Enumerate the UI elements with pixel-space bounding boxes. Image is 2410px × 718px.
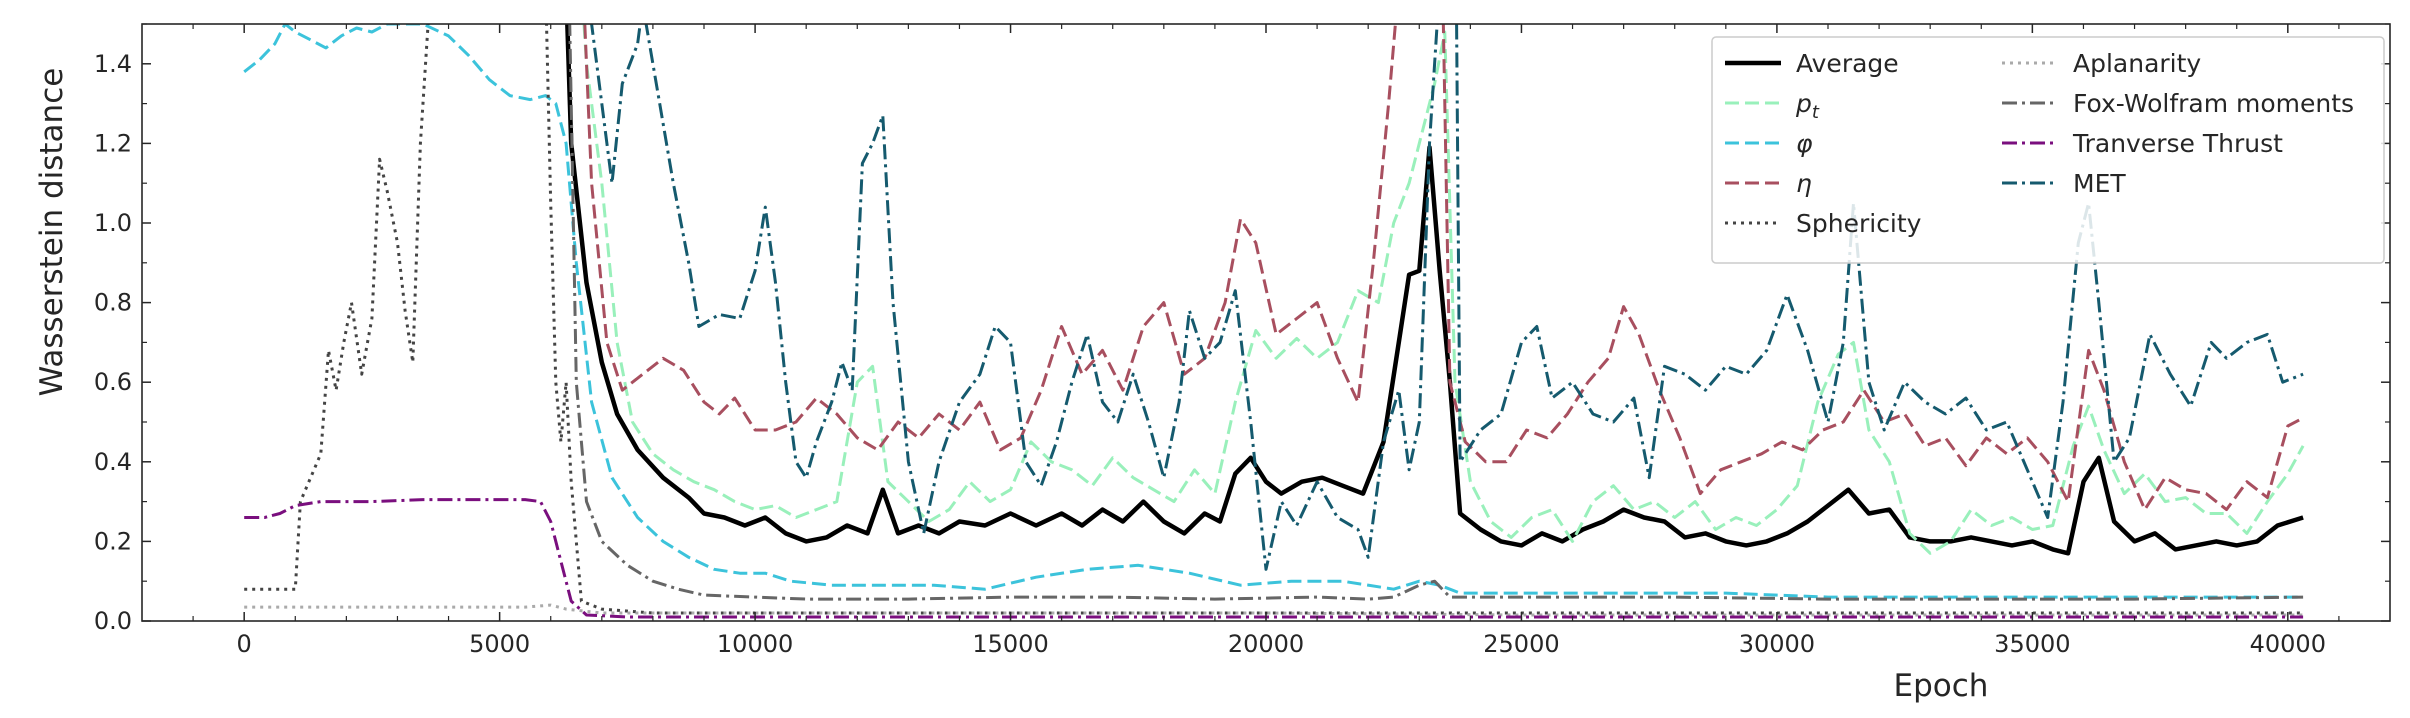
x-axis-label: Epoch: [1894, 668, 1989, 704]
x-tick-label: 20000: [1228, 630, 1304, 658]
y-tick-label: 0.6: [94, 368, 132, 396]
series-line-6: [568, 24, 2304, 601]
y-tick-label: 1.2: [94, 129, 132, 157]
series-line-7: [244, 498, 2304, 619]
x-tick-label: 35000: [1994, 630, 2070, 658]
x-tick-label: 5000: [469, 630, 530, 658]
legend-label-4: Sphericity: [1796, 209, 1922, 238]
legend-box: [1711, 36, 2385, 264]
series-line-1: [582, 24, 2305, 555]
plot-frame: [141, 23, 2391, 622]
series-line-0: [565, 24, 2304, 556]
y-tick-label: 0.2: [94, 527, 132, 555]
x-tick-label: 25000: [1483, 630, 1559, 658]
legend-label-3: η: [1796, 169, 1812, 198]
series-layer: [243, 24, 2305, 619]
series-line-5: [244, 603, 2304, 617]
legend-label-5: Aplanarity: [2073, 49, 2201, 78]
y-tick-label: 0.8: [94, 289, 132, 317]
legend-label-1: pt: [1795, 89, 1820, 123]
x-tick-label: 0: [237, 630, 252, 658]
series-line-3: [583, 24, 2304, 512]
y-tick-label: 1.4: [94, 50, 132, 78]
series-line-2: [243, 24, 2304, 599]
legend-label-2: φ: [1796, 129, 1813, 158]
y-tick-label: 0.4: [94, 448, 132, 476]
y-axis-label: Wasserstein distance: [34, 68, 70, 397]
legend-label-7: Tranverse Thrust: [2072, 129, 2283, 158]
legend-label-0: Average: [1796, 49, 1899, 78]
x-tick-label: 15000: [972, 630, 1048, 658]
y-tick-label: 0.0: [94, 607, 132, 635]
y-tick-label: 1.0: [94, 209, 132, 237]
ticks-layer: 0 5000 10000 15000 20000 25000 30000 35000 40000…: [94, 23, 2390, 658]
x-tick-label: 10000: [717, 630, 793, 658]
x-tick-label: 30000: [1739, 630, 1815, 658]
legend: Average pt φη Sphericity Aplanarity Fox-Wolfr…: [1711, 36, 2385, 264]
legend-label-6: Fox-Wolfram moments: [2073, 89, 2354, 118]
series-line-8: [590, 24, 2304, 571]
x-tick-label: 40000: [2250, 630, 2326, 658]
legend-label-8: MET: [2073, 169, 2126, 198]
